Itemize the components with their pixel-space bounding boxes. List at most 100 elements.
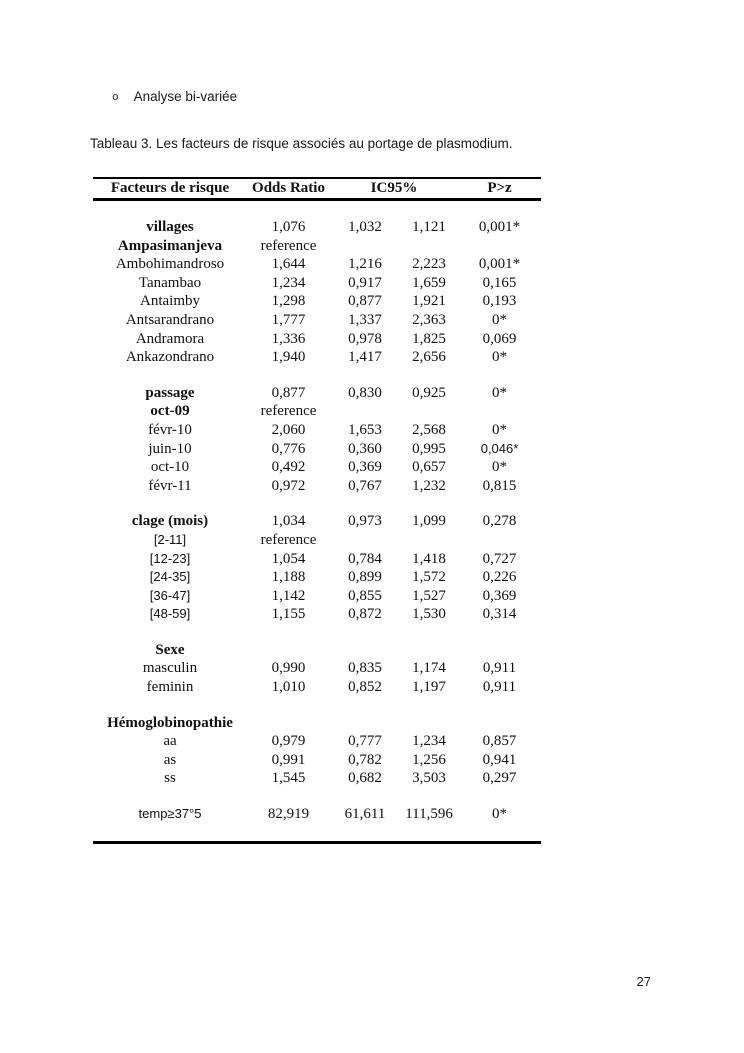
p-value-cell: 0,069: [482, 330, 517, 347]
factor-cell: aa: [163, 733, 177, 750]
odds-ratio-cell: 1,644: [271, 256, 306, 273]
odds-ratio-cell: reference: [260, 237, 317, 254]
p-value-cell: 0,857: [482, 733, 517, 750]
p-value-cell: 0,001*: [478, 256, 521, 273]
spacer-row: [93, 788, 541, 805]
odds-ratio-cell: 82,919: [267, 806, 310, 823]
spacer-row: [93, 624, 541, 641]
table-row: Ankazondrano 1,940 1,417 2,656 0*: [93, 348, 541, 367]
ic-low-cell: 0,978: [348, 330, 382, 347]
factor-cell: [48-59]: [149, 606, 191, 622]
p-value-cell: 0,278: [482, 513, 517, 530]
table-row: Hémoglobinopathie: [93, 714, 541, 733]
bullet-item: o Analyse bi-variée: [112, 89, 237, 105]
ic-high-cell: 2,223: [412, 256, 446, 273]
odds-ratio-cell: [247, 714, 330, 733]
spacer-cell: [93, 624, 541, 641]
table-row: Ambohimandroso 1,644 1,216 2,223 0,001*: [93, 255, 541, 274]
ic-low-cell: 0,899: [348, 569, 382, 586]
p-value-cell: 0,911: [482, 679, 517, 696]
ic-low-cell: 0,872: [348, 606, 382, 623]
ic-low-cell: [330, 714, 400, 733]
table-row: Antsarandrano 1,777 1,337 2,363 0*: [93, 311, 541, 330]
p-value-cell: 0,226: [482, 569, 517, 586]
ic-high-cell: 1,256: [412, 751, 446, 768]
p-value-cell: [458, 237, 541, 256]
ic-low-cell: 61,611: [344, 806, 386, 823]
ic-low-cell: 0,369: [348, 459, 382, 476]
table-row: [36-47] 1,142 0,855 1,527 0,369: [93, 587, 541, 606]
header-pz: P>z: [487, 180, 512, 196]
table-row: févr-11 0,972 0,767 1,232 0,815: [93, 477, 541, 496]
ic-high-cell: 1,121: [412, 219, 446, 235]
odds-ratio-cell: 1,155: [271, 606, 306, 623]
ic-high-cell: [400, 531, 458, 550]
odds-ratio-cell: reference: [260, 531, 317, 548]
odds-ratio-cell: 1,298: [271, 293, 306, 310]
ic-high-cell: 0,925: [412, 384, 446, 401]
table-row: Sexe: [93, 641, 541, 660]
ic-low-cell: [330, 402, 400, 421]
factor-cell: févr-10: [148, 421, 192, 438]
spacer-cell: [93, 824, 541, 843]
header-ic95: IC95%: [370, 180, 418, 196]
odds-ratio-cell: 0,776: [271, 440, 306, 457]
factor-cell: Ampasimanjeva: [117, 237, 223, 254]
factor-cell: févr-11: [148, 477, 192, 494]
factor-cell: Antaimby: [140, 293, 200, 310]
factor-cell: ss: [164, 770, 176, 787]
factor-cell: [12-23]: [149, 550, 191, 566]
table-row: oct-10 0,492 0,369 0,657 0*: [93, 458, 541, 477]
table-row: Ampasimanjeva reference: [93, 237, 541, 256]
ic-low-cell: 0,835: [348, 660, 382, 677]
p-value-cell: 0*: [492, 421, 508, 438]
ic-low-cell: 1,032: [348, 219, 382, 235]
table-header: Facteurs de risque Odds Ratio IC95% P>z: [93, 178, 542, 200]
ic-high-cell: 1,174: [412, 660, 446, 677]
bullet-item-label: Analyse bi-variée: [133, 89, 238, 104]
ic-high-cell: 1,527: [412, 587, 446, 604]
table-row: [2-11] reference: [93, 531, 541, 550]
factor-cell: masculin: [142, 660, 198, 677]
ic-high-cell: 1,232: [412, 477, 446, 494]
spacer-cell: [93, 200, 541, 219]
odds-ratio-cell: 0,979: [271, 733, 306, 750]
circle-bullet-icon: o: [112, 92, 119, 104]
table-row: [48-59] 1,155 0,872 1,530 0,314: [93, 605, 541, 624]
table-row: passage 0,877 0,830 0,925 0*: [93, 384, 541, 403]
ic-low-cell: 0,767: [348, 477, 382, 494]
factor-cell: Hémoglobinopathie: [107, 714, 233, 731]
header-facteurs: Facteurs de risque: [110, 180, 230, 196]
ic-low-cell: [330, 531, 400, 550]
factor-cell: [24-35]: [149, 569, 191, 585]
ic-high-cell: [400, 402, 458, 421]
spacer-cell: [93, 697, 541, 714]
ic-low-cell: 1,653: [348, 421, 382, 438]
odds-ratio-cell: 1,142: [271, 587, 306, 604]
ic-low-cell: 0,782: [348, 751, 382, 768]
odds-ratio-cell: 0,991: [271, 751, 306, 768]
ic-high-cell: [400, 714, 458, 733]
factor-cell: [2-11]: [153, 531, 187, 547]
table-row: temp≥37°5 82,919 61,611 111,596 0*: [93, 805, 541, 824]
ic-low-cell: 0,830: [348, 384, 382, 401]
page-number: 27: [636, 974, 651, 989]
p-value-cell: 0,727: [482, 550, 517, 567]
ic-high-cell: 1,659: [412, 274, 446, 291]
ic-low-cell: 0,852: [348, 679, 382, 696]
ic-low-cell: 0,682: [348, 770, 382, 787]
table-header-row: Facteurs de risque Odds Ratio IC95% P>z: [93, 178, 542, 200]
ic-low-cell: [330, 237, 400, 256]
p-value-cell: [458, 402, 541, 421]
table-row: feminin 1,010 0,852 1,197 0,911: [93, 678, 541, 697]
ic-low-cell: 0,777: [348, 733, 382, 750]
spacer-row: [93, 697, 541, 714]
table-row: [12-23] 1,054 0,784 1,418 0,727: [93, 550, 541, 569]
factor-cell: Sexe: [155, 641, 185, 658]
ic-low-cell: 1,216: [348, 256, 382, 273]
odds-ratio-cell: 1,010: [271, 679, 306, 696]
p-value-cell: 0,911: [482, 660, 517, 677]
odds-ratio-cell: 0,492: [271, 459, 306, 476]
ic-high-cell: [400, 641, 458, 660]
